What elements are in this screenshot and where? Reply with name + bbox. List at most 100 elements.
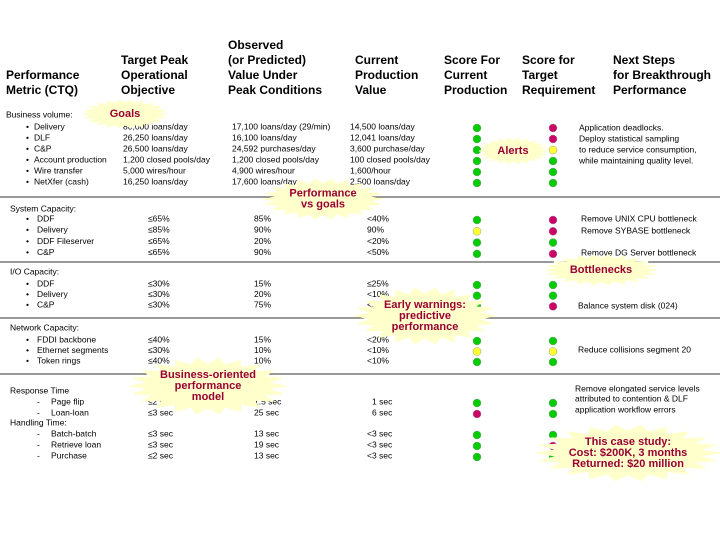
status-dot bbox=[472, 441, 482, 451]
next-step: Reduce collisions segment 20 bbox=[578, 344, 691, 354]
bullet: • bbox=[26, 121, 29, 131]
callout-text: Business-oriented bbox=[160, 369, 256, 381]
metric: NetXfer (cash) bbox=[34, 176, 89, 186]
section-title: Business volume: bbox=[6, 109, 73, 119]
callout-text: predictive bbox=[399, 310, 451, 322]
callout-burst bbox=[82, 99, 168, 129]
metric: Page flip bbox=[51, 396, 84, 406]
column-header: Observed bbox=[228, 38, 283, 52]
next-step: attributed to contention & DLF bbox=[575, 393, 688, 403]
target: 26,250 loans/day bbox=[123, 132, 188, 142]
bullet: • bbox=[26, 345, 29, 355]
status-dot bbox=[472, 409, 482, 419]
metric: Ethernet segments bbox=[37, 345, 108, 355]
status-dot bbox=[472, 249, 482, 259]
target: ≤2 sec bbox=[148, 450, 174, 460]
bullet: - bbox=[37, 428, 40, 438]
metric: DDF bbox=[37, 278, 54, 288]
status-dot bbox=[472, 123, 482, 133]
next-step: Deploy statistical sampling bbox=[579, 133, 679, 143]
status-dot bbox=[548, 347, 558, 356]
next-step: Remove elongated service levels bbox=[575, 383, 700, 393]
column-header: Performance bbox=[6, 68, 80, 82]
status-dot bbox=[472, 167, 482, 177]
callout-burst bbox=[478, 137, 548, 165]
column-header: Target Peak bbox=[121, 53, 188, 67]
current: <20% bbox=[367, 236, 389, 246]
target: ≤85% bbox=[148, 225, 170, 235]
bullet: • bbox=[26, 213, 29, 223]
metric: Retrieve loan bbox=[51, 439, 101, 449]
metric: Delivery bbox=[37, 289, 68, 299]
bullet: • bbox=[26, 289, 29, 299]
target: ≤3 sec bbox=[148, 439, 174, 449]
next-step: Application deadlocks. bbox=[579, 122, 664, 132]
target: ≤40% bbox=[148, 334, 170, 344]
target: ≤30% bbox=[148, 289, 170, 299]
metric: Account production bbox=[34, 154, 107, 164]
next-step: Balance system disk (024) bbox=[578, 300, 678, 310]
status-dot bbox=[548, 336, 558, 346]
column-header: Objective bbox=[121, 83, 175, 97]
callout-text: Performance bbox=[289, 187, 356, 199]
callout-text: Bottlenecks bbox=[570, 264, 632, 276]
observed: 4,900 wires/hour bbox=[232, 165, 295, 175]
bullet: • bbox=[26, 176, 29, 186]
column-header: Peak Conditions bbox=[228, 83, 322, 97]
callout-burst bbox=[535, 424, 720, 482]
current: ≤25% bbox=[367, 278, 389, 288]
status-dot bbox=[548, 156, 558, 166]
status-dot bbox=[548, 178, 558, 188]
callout-text: Returned: $20 million bbox=[572, 458, 684, 470]
status-dot bbox=[548, 280, 558, 290]
bullet: • bbox=[26, 165, 29, 175]
current: <20% bbox=[367, 334, 389, 344]
current: <3 sec bbox=[367, 428, 393, 438]
status-dot bbox=[548, 238, 558, 247]
metric: FDDI backbone bbox=[37, 334, 96, 344]
bullet: • bbox=[26, 247, 29, 257]
column-header: Current bbox=[444, 68, 487, 82]
callout-text: Alerts bbox=[497, 145, 528, 157]
current: 90% bbox=[367, 225, 384, 235]
section-title: I/O Capacity: bbox=[10, 266, 59, 276]
column-header: Production bbox=[355, 68, 418, 82]
target: 1,200 closed pools/day bbox=[123, 154, 211, 164]
current: 100 closed pools/day bbox=[350, 154, 431, 164]
target: 5,000 wires/hour bbox=[123, 165, 186, 175]
section-title: Handling Time: bbox=[10, 417, 67, 427]
column-header: Current bbox=[355, 53, 398, 67]
column-header: Value Under bbox=[228, 68, 298, 82]
current: 1,600/hour bbox=[350, 165, 391, 175]
callout-burst bbox=[544, 254, 658, 286]
status-dot bbox=[472, 178, 482, 188]
column-header: Requirement bbox=[522, 83, 595, 97]
status-dot bbox=[548, 167, 558, 177]
current: 3,600 purchase/day bbox=[350, 143, 425, 153]
column-header: Metric (CTQ) bbox=[6, 83, 78, 97]
observed: 24,592 purchases/day bbox=[232, 143, 316, 153]
target: ≤65% bbox=[148, 213, 170, 223]
bullet: • bbox=[26, 143, 29, 153]
callout-text: Goals bbox=[110, 108, 141, 120]
current: <40% bbox=[367, 213, 389, 223]
next-step: Remove UNIX CPU bottleneck bbox=[581, 213, 697, 223]
column-header: Production bbox=[444, 83, 507, 97]
column-header: (or Predicted) bbox=[228, 53, 306, 67]
column-header: Next Steps bbox=[613, 53, 675, 67]
observed: 13 sec bbox=[254, 428, 280, 438]
status-dot bbox=[548, 398, 558, 408]
metric: Purchase bbox=[51, 450, 87, 460]
column-header: Operational bbox=[121, 68, 188, 82]
current: <10% bbox=[367, 345, 389, 355]
callout-text: This case study: bbox=[585, 436, 671, 448]
status-dot bbox=[472, 134, 482, 144]
metric: Batch-batch bbox=[51, 428, 97, 438]
observed: 90% bbox=[254, 247, 271, 257]
target: 80,000 loans/day bbox=[123, 121, 188, 131]
metric: C&P bbox=[37, 300, 55, 310]
section-title: Network Capacity: bbox=[10, 322, 79, 332]
status-dot bbox=[548, 409, 558, 419]
current: 12,041 loans/day bbox=[350, 132, 415, 142]
status-dot bbox=[472, 227, 482, 236]
